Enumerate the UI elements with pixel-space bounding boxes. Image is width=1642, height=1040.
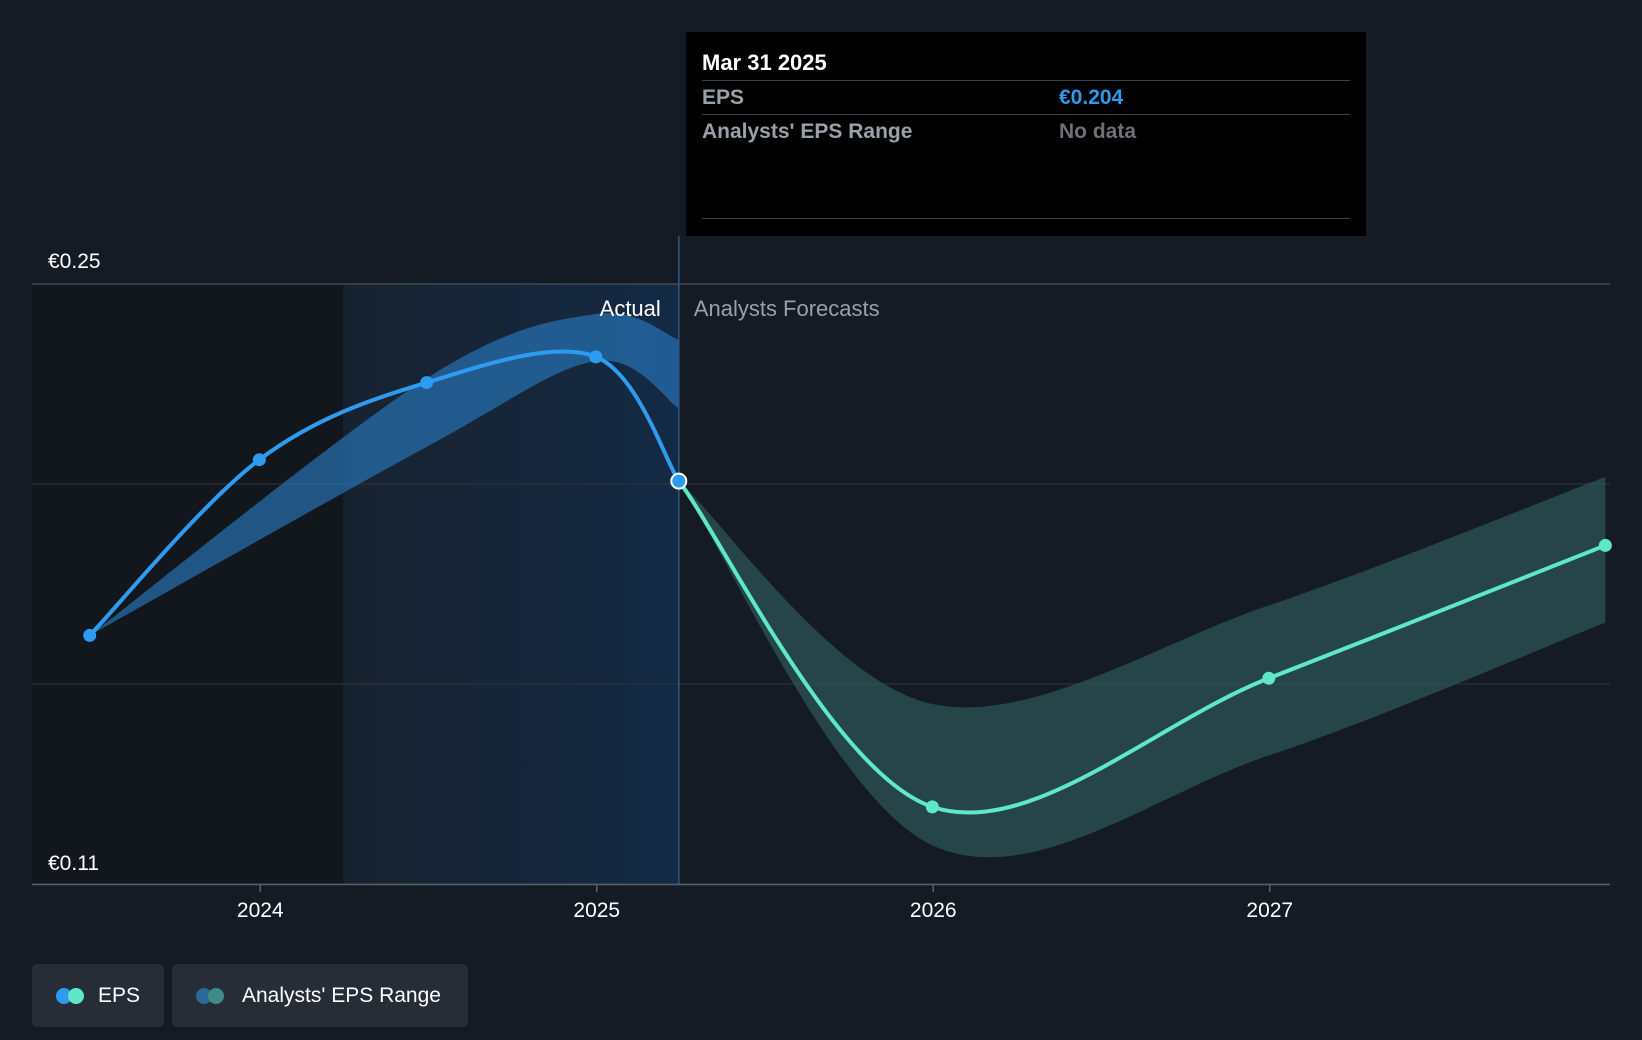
eps-line-forecast — [676, 479, 1608, 815]
eps-range-band-forecast — [678, 476, 1606, 858]
eps-points — [83, 350, 1612, 814]
actual-label: Actual — [600, 296, 661, 321]
tooltip-divider — [702, 218, 1350, 219]
x-axis-labels: 2024 2025 2026 2027 — [237, 884, 1293, 922]
tooltip-range-label: Analysts' EPS Range — [702, 120, 913, 143]
eps-point — [670, 472, 688, 490]
tooltip: Mar 31 2025 EPS €0.204 Analysts' EPS Ran… — [686, 32, 1366, 236]
eps-point — [1598, 538, 1612, 552]
past-region — [32, 284, 350, 884]
legend-eps[interactable]: EPS — [32, 964, 164, 1027]
x-tick-label: 2024 — [237, 899, 284, 922]
eps-point — [252, 453, 266, 467]
legend-eps-range[interactable]: Analysts' EPS Range — [172, 964, 468, 1027]
legend-eps-label: EPS — [97, 983, 140, 1007]
eps-point — [1262, 671, 1276, 685]
eps-range-band-actual — [89, 313, 679, 636]
eps-point — [589, 350, 603, 364]
tooltip-eps-value: €0.204 — [1059, 86, 1124, 109]
eps-point — [83, 628, 97, 642]
tooltip-range-value: No data — [1059, 120, 1137, 143]
x-tick-label: 2026 — [910, 899, 957, 922]
tooltip-row-eps: EPS €0.204 — [702, 80, 1350, 114]
y-tick-label: €0.25 — [48, 250, 101, 273]
eps-point — [925, 800, 939, 814]
tooltip-eps-label: EPS — [702, 86, 745, 109]
range-bands — [89, 313, 1606, 858]
y-axis-labels: €0.25 €0.11 — [48, 250, 101, 875]
tooltip-date: Mar 31 2025 — [702, 50, 827, 75]
x-tick-label: 2027 — [1246, 899, 1293, 922]
tooltip-row-range: Analysts' EPS Range No data — [702, 114, 1350, 148]
forecast-label: Analysts Forecasts — [694, 296, 880, 321]
y-tick-label: €0.11 — [48, 852, 99, 875]
eps-range-legend-icon — [196, 987, 226, 1004]
eps-legend-icon — [56, 987, 84, 1004]
eps-point — [420, 376, 434, 390]
legend-range-label: Analysts' EPS Range — [242, 983, 441, 1007]
x-tick-label: 2025 — [573, 899, 620, 922]
